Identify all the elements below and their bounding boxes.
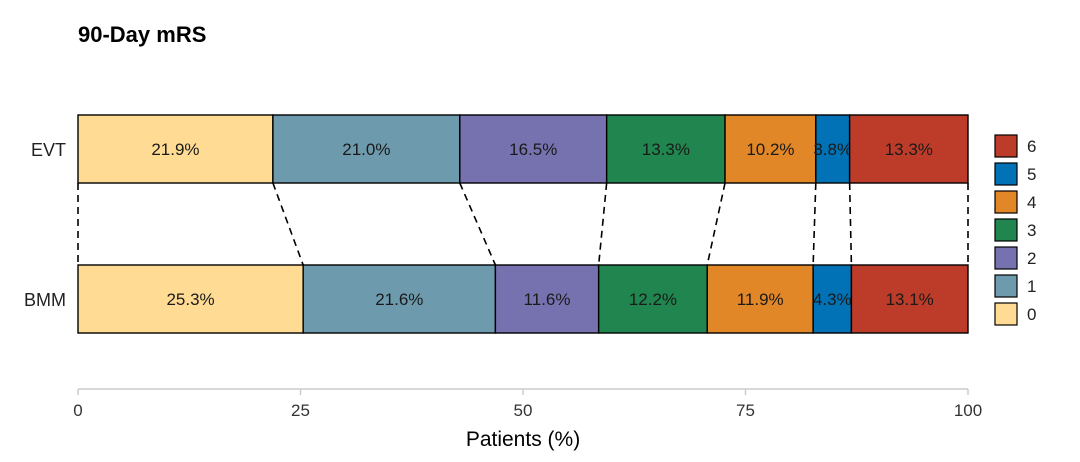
data-label: 3.8%: [813, 140, 852, 159]
legend-swatch-2: [994, 246, 1018, 270]
bar-segment-bmm-mrs-0: [77, 264, 304, 334]
chart-title: 90-Day mRS: [78, 22, 206, 47]
y-tick-label: EVT: [31, 140, 66, 160]
data-label: 13.3%: [885, 140, 933, 159]
bar-segment-evt-mrs-1: [272, 114, 461, 184]
y-tick-label: BMM: [24, 290, 66, 310]
data-label: 12.2%: [629, 290, 677, 309]
x-axis-title: Patients (%): [466, 428, 580, 451]
legend-swatch-4: [994, 190, 1018, 214]
data-label: 13.3%: [642, 140, 690, 159]
data-label: 10.2%: [746, 140, 794, 159]
bar-segment-bmm-mrs-1: [302, 264, 497, 334]
legend-label: 6: [1027, 137, 1036, 156]
connector-line: [812, 182, 817, 266]
bar-segment-evt-mrs-4: [724, 114, 817, 184]
legend-swatch-3: [994, 218, 1018, 242]
x-tick-label: 0: [73, 401, 82, 420]
data-label: 13.1%: [886, 290, 934, 309]
legend-label: 3: [1027, 221, 1036, 240]
bars-group: 21.9% 21.0% 16.5% 13.3% 10.2% 3.8% 13.3% 25.3% 2…: [77, 114, 969, 334]
bar-segment-bmm-mrs-6: [850, 264, 969, 334]
bar-segment-evt-mrs-6: [848, 114, 969, 184]
bar-segment-bmm-mrs-3: [597, 264, 708, 334]
data-label: 21.0%: [342, 140, 390, 159]
data-label: 11.6%: [524, 290, 571, 309]
legend-label: 2: [1027, 249, 1036, 268]
legend-swatch-1: [994, 274, 1018, 298]
data-label: 4.3%: [813, 290, 852, 309]
connector-line: [459, 182, 497, 266]
legend-label: 4: [1027, 193, 1036, 212]
legend: 6 5 4 3 2 1 0: [994, 134, 1036, 326]
legend-swatch-5: [994, 162, 1018, 186]
bar-segment-evt-mrs-5: [815, 114, 851, 184]
legend-label: 0: [1027, 305, 1036, 324]
connector-lines: [77, 182, 969, 266]
legend-label: 5: [1027, 165, 1036, 184]
x-tick-label: 50: [514, 401, 533, 420]
bar-segment-evt-mrs-0: [77, 114, 274, 184]
legend-swatch-6: [994, 134, 1018, 158]
connector-line: [272, 182, 304, 266]
data-label: 11.9%: [737, 290, 784, 309]
bar-segment-bmm-mrs-2: [494, 264, 600, 334]
data-label: 16.5%: [509, 140, 557, 159]
x-tick-label: 75: [736, 401, 755, 420]
connector-line: [597, 182, 608, 266]
data-label: 21.6%: [375, 290, 423, 309]
x-tick-label: 100: [954, 401, 982, 420]
connector-line: [848, 182, 853, 266]
x-tick-label: 25: [291, 401, 310, 420]
legend-swatch-0: [994, 302, 1018, 326]
bar-segment-evt-mrs-3: [605, 114, 726, 184]
bar-segment-bmm-mrs-4: [706, 264, 814, 334]
data-label: 25.3%: [166, 290, 214, 309]
y-axis-labels: EVT BMM: [24, 140, 66, 310]
bar-segment-bmm-mrs-5: [812, 264, 853, 334]
connector-line: [706, 182, 726, 266]
x-axis: 0 25 50 75 100: [73, 388, 982, 420]
data-label: 21.9%: [151, 140, 199, 159]
legend-label: 1: [1027, 277, 1036, 296]
